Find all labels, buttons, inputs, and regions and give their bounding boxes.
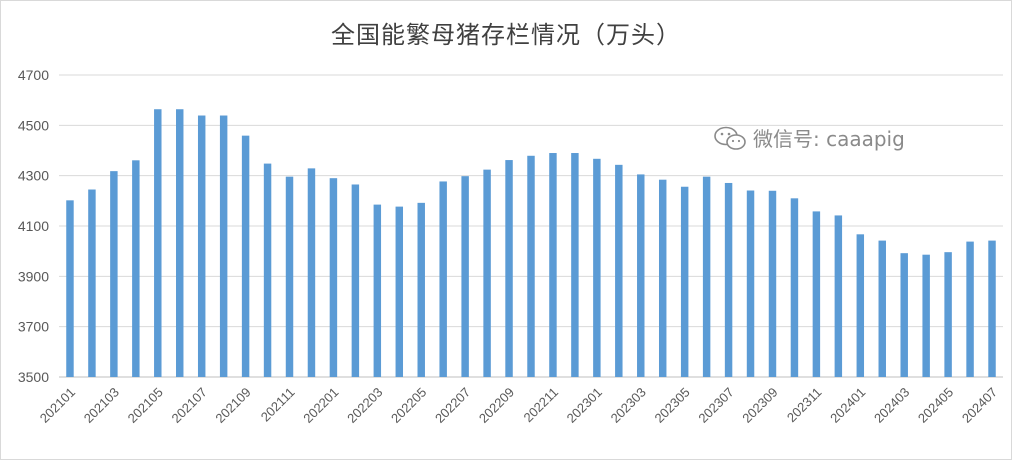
bar-202406 [966, 241, 974, 377]
bar-202401 [856, 234, 865, 377]
bar-202104 [132, 160, 140, 377]
bars [66, 109, 996, 378]
bar-202311 [812, 211, 821, 377]
x-tick-label: 202111 [258, 385, 298, 425]
bar-202301 [593, 158, 601, 377]
bar-202211 [549, 153, 557, 377]
bar-202303 [637, 174, 645, 377]
bar-202306 [702, 176, 711, 377]
bar-202308 [746, 190, 755, 377]
bar-202210 [527, 155, 535, 377]
bar-202112 [307, 168, 316, 377]
watermark: 微信号: caaapig [713, 123, 905, 152]
x-tick-label: 202301 [564, 385, 605, 426]
x-tick-label: 202209 [476, 385, 517, 426]
x-tick-label: 202203 [344, 385, 385, 426]
bar-202403 [900, 253, 908, 377]
watermark-text: 微信号: caaapig [753, 127, 905, 151]
bar-202404 [922, 254, 930, 377]
x-tick-label: 202303 [608, 385, 649, 426]
bar-202407 [988, 240, 996, 377]
x-tick-label: 202103 [81, 385, 122, 426]
y-tick-label: 4700 [18, 67, 49, 83]
bar-202309 [768, 190, 777, 377]
y-tick-label: 3900 [18, 268, 49, 284]
x-tick-label: 202407 [959, 385, 1000, 426]
bar-202102 [88, 189, 96, 377]
bar-202312 [834, 215, 843, 377]
x-tick-label: 202205 [388, 385, 429, 426]
bar-202109 [241, 135, 250, 377]
x-tick-label: 202311 [784, 385, 825, 426]
x-tick-label: 202401 [827, 385, 868, 426]
x-tick-label: 202207 [432, 385, 473, 426]
bar-202302 [615, 164, 623, 377]
bar-202209 [505, 160, 513, 377]
x-tick-label: 202305 [652, 385, 693, 426]
bar-202205 [417, 202, 425, 377]
x-tick-label: 202403 [871, 385, 912, 426]
x-tick-label: 202105 [125, 385, 166, 426]
bar-202107 [197, 115, 206, 378]
bar-202108 [219, 115, 228, 378]
x-tick-label: 202107 [169, 385, 210, 426]
x-tick-label: 202109 [212, 385, 253, 426]
x-tick-label: 202201 [300, 385, 341, 426]
bar-202208 [483, 169, 491, 377]
bar-202305 [680, 186, 689, 377]
bar-202310 [790, 198, 799, 377]
bar-202203 [373, 204, 382, 377]
bar-202212 [571, 153, 579, 377]
bar-202405 [944, 252, 952, 377]
x-tick-label: 202309 [739, 385, 780, 426]
bar-202207 [461, 176, 469, 377]
y-tick-label: 3500 [18, 369, 49, 385]
x-tick-labels: 202101 202103 202105 202107 202109 202111 2022… [37, 385, 1000, 426]
bar-202304 [658, 179, 667, 377]
y-tick-label: 3700 [18, 319, 49, 335]
x-tick-label: 202211 [520, 385, 561, 426]
bar-202402 [878, 240, 886, 377]
bar-202106 [176, 109, 184, 377]
y-tick-label: 4500 [18, 117, 49, 133]
bar-202110 [263, 163, 272, 377]
x-tick-label: 202405 [915, 385, 956, 426]
bar-202307 [724, 182, 733, 377]
bar-202111 [285, 176, 294, 377]
y-tick-labels: 4700 4500 4300 4100 3900 3700 3500 [18, 67, 49, 385]
chart-title: 全国能繁母猪存栏情况（万头） [331, 21, 681, 49]
x-tick-label: 202307 [695, 385, 736, 426]
y-tick-label: 4300 [18, 168, 49, 184]
y-tick-label: 4100 [18, 218, 49, 234]
wechat-icon [714, 126, 746, 150]
bar-202201 [329, 178, 338, 377]
bar-202105 [154, 109, 162, 377]
bar-202101 [66, 200, 74, 377]
bar-202204 [395, 206, 404, 377]
bar-202103 [110, 171, 118, 377]
bar-202206 [439, 181, 447, 377]
x-tick-label: 202101 [37, 385, 78, 426]
bar-202202 [351, 184, 360, 377]
